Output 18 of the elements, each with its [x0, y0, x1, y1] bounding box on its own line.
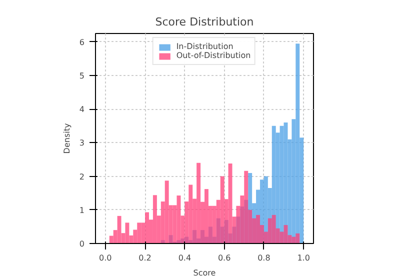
chart-title: Score Distribution — [155, 16, 254, 28]
y-tick-label: 0 — [79, 240, 85, 248]
x-tick-label: 1.0 — [297, 254, 310, 262]
y-tick-label: 6 — [79, 38, 85, 47]
y-tick-label: 1 — [79, 206, 85, 215]
legend-label: In-Distribution — [176, 42, 234, 51]
y-tick-label: 2 — [79, 172, 85, 182]
x-tick-label: 0.2 — [138, 254, 152, 262]
x-tick-label: 0.0 — [99, 254, 112, 262]
x-tick-label: 0.8 — [258, 254, 270, 262]
x-tick-label: 0.6 — [218, 254, 231, 262]
x-tick-label: 0.4 — [178, 254, 192, 262]
y-tick-label: 4 — [79, 105, 85, 114]
legend-label: Out-of-Distribution — [176, 51, 251, 60]
y-tick-label: 3 — [79, 138, 85, 148]
y-tick-label: 5 — [79, 72, 85, 80]
x-axis-title: Score — [193, 268, 216, 278]
y-axis-title: Density — [62, 123, 72, 154]
